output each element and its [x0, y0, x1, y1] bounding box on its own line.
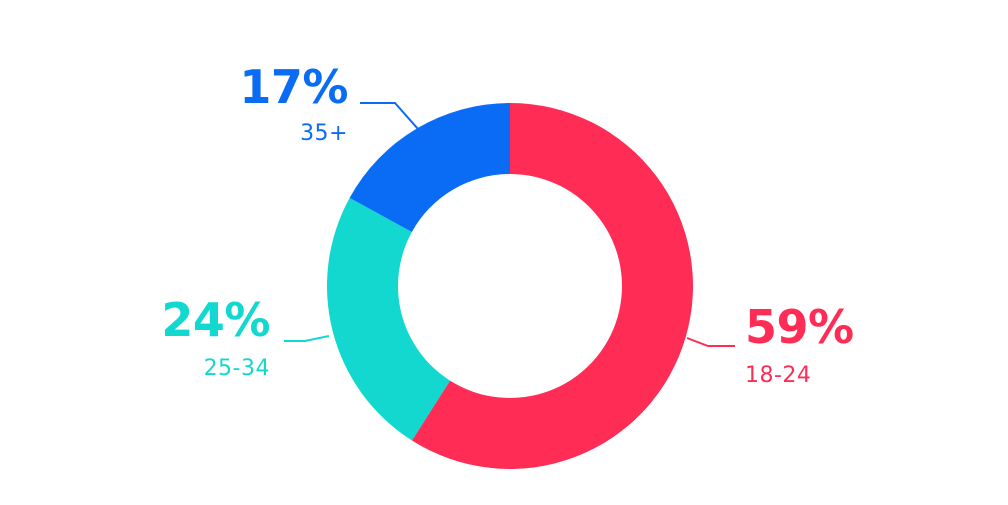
slice-category-label-25-34: 25-34 — [204, 356, 270, 381]
donut-slice-25-34 — [326, 197, 450, 441]
slice-category-label-18-24: 18-24 — [745, 363, 811, 388]
slice-value-label-25-34: 24% — [161, 293, 270, 347]
slice-value-label-18-24: 59% — [745, 300, 854, 354]
slice-category-label-35-plus: 35+ — [300, 121, 348, 146]
donut-slice-35-plus — [349, 103, 510, 233]
donut-slice-18-24 — [411, 103, 693, 469]
leader-line-18-24 — [686, 337, 735, 347]
slice-value-label-35-plus: 17% — [239, 60, 348, 114]
leader-line-25-34 — [284, 335, 330, 342]
leader-line-35-plus — [360, 102, 419, 130]
